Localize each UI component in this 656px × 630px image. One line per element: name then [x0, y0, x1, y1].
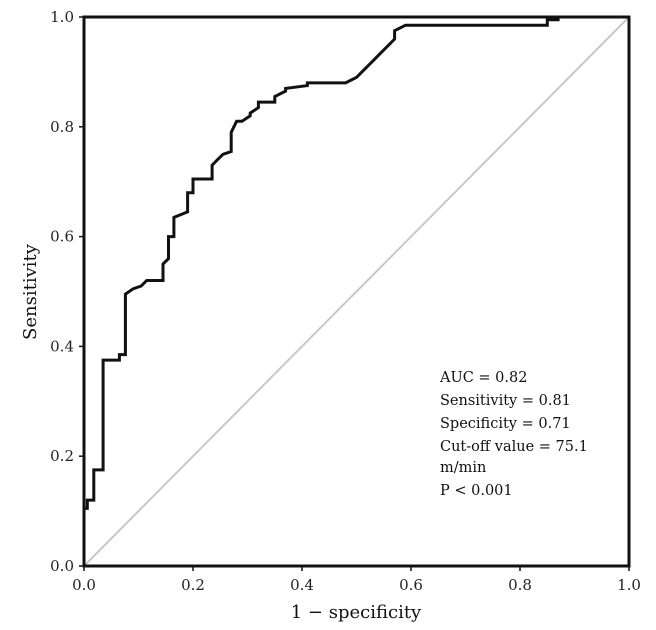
x-tick-label: 0.8: [508, 576, 532, 594]
y-tick-label: 0.0: [50, 557, 74, 575]
y-tick-label: 0.6: [50, 228, 74, 246]
p-value-annotation: P < 0.001: [440, 483, 513, 499]
y-axis-title: Sensitivity: [20, 243, 41, 340]
y-tick-label: 0.2: [50, 447, 74, 465]
y-tick-label: 0.8: [50, 118, 74, 136]
specificity-annotation: Specificity = 0.71: [440, 416, 571, 432]
x-tick-label: 0.0: [72, 576, 96, 594]
x-tick-label: 0.6: [399, 576, 423, 594]
x-tick-label: 0.2: [181, 576, 205, 594]
y-tick-label: 0.4: [50, 337, 74, 355]
axis-ticks: 0.0 0.2 0.4 0.6 0.8 1.0 0.0 0.2 0.4 0.6 0.8 1.0: [50, 8, 641, 594]
plot-area: [82, 15, 631, 568]
sensitivity-annotation: Sensitivity = 0.81: [440, 393, 571, 409]
cutoff-unit-annotation: m/min: [440, 460, 486, 476]
x-tick-label: 1.0: [617, 576, 641, 594]
stats-annotation: AUC = 0.82 Sensitivity = 0.81 Specificit…: [439, 370, 588, 499]
y-tick-label: 1.0: [50, 8, 74, 26]
x-axis-title: 1 − specificity: [291, 602, 422, 623]
roc-curve-line: [82, 15, 629, 566]
reference-diagonal-line: [83, 16, 630, 567]
auc-annotation: AUC = 0.82: [439, 370, 527, 386]
cutoff-annotation: Cut-off value = 75.1: [440, 439, 588, 455]
x-tick-label: 0.4: [290, 576, 314, 594]
plot-frame: [82, 15, 631, 568]
